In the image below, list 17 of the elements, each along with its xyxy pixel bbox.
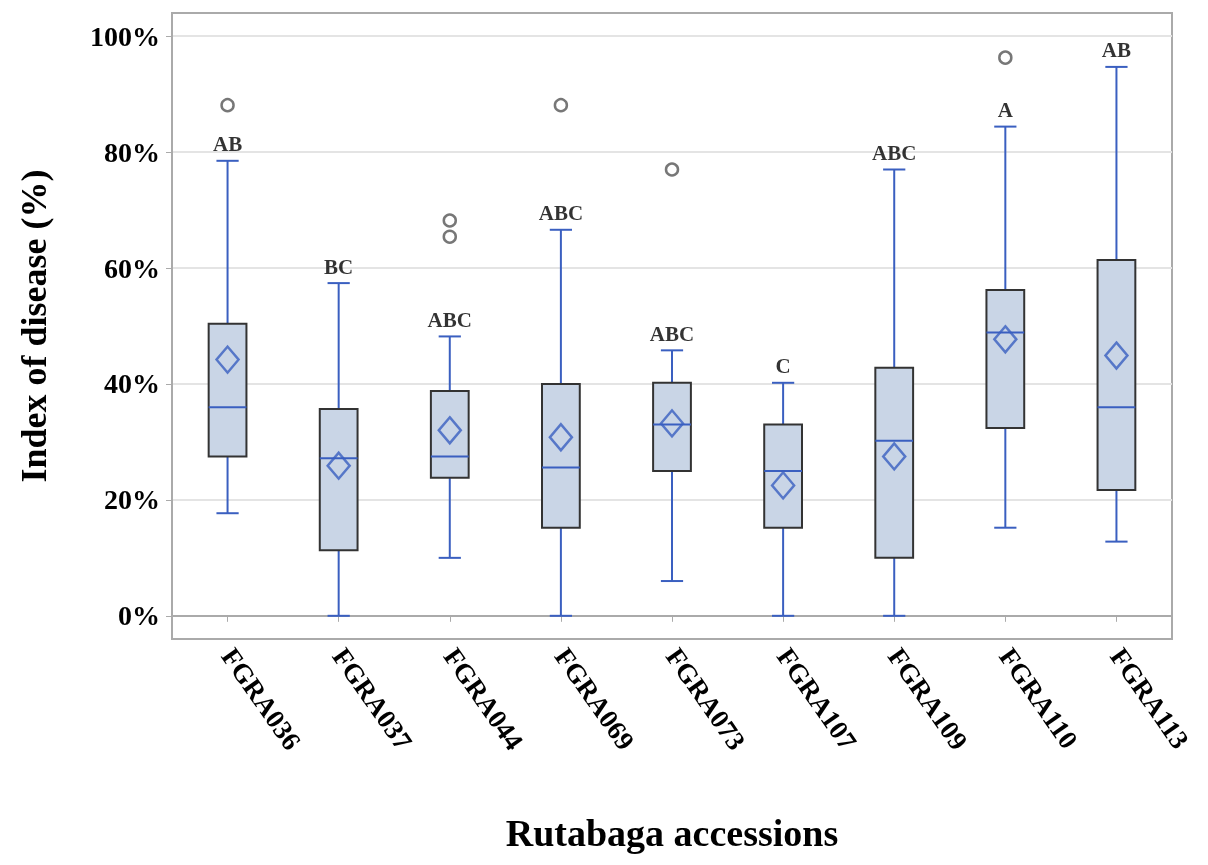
y-tick-label: 20% <box>104 484 160 516</box>
annotation: ABC <box>649 321 695 346</box>
annotation: ABC <box>538 201 584 226</box>
annotation: C <box>775 354 791 379</box>
y-tick-label: 80% <box>104 136 160 168</box>
y-tick-label: 40% <box>104 368 160 400</box>
annotation: AB <box>1101 38 1132 63</box>
annotation: AB <box>212 132 243 157</box>
x-axis-title: Rutabaga accessions <box>505 812 839 854</box>
y-axis-title: Index of disease (%) <box>14 169 54 483</box>
annotation: BC <box>324 254 354 279</box>
y-tick-label: 0% <box>118 600 160 632</box>
annotation: ABC <box>427 307 472 332</box>
annotation: ABC <box>872 141 917 165</box>
y-tick-label: 100% <box>90 20 160 52</box>
y-tick-label: 60% <box>104 252 160 284</box>
annotation: A <box>997 98 1014 123</box>
